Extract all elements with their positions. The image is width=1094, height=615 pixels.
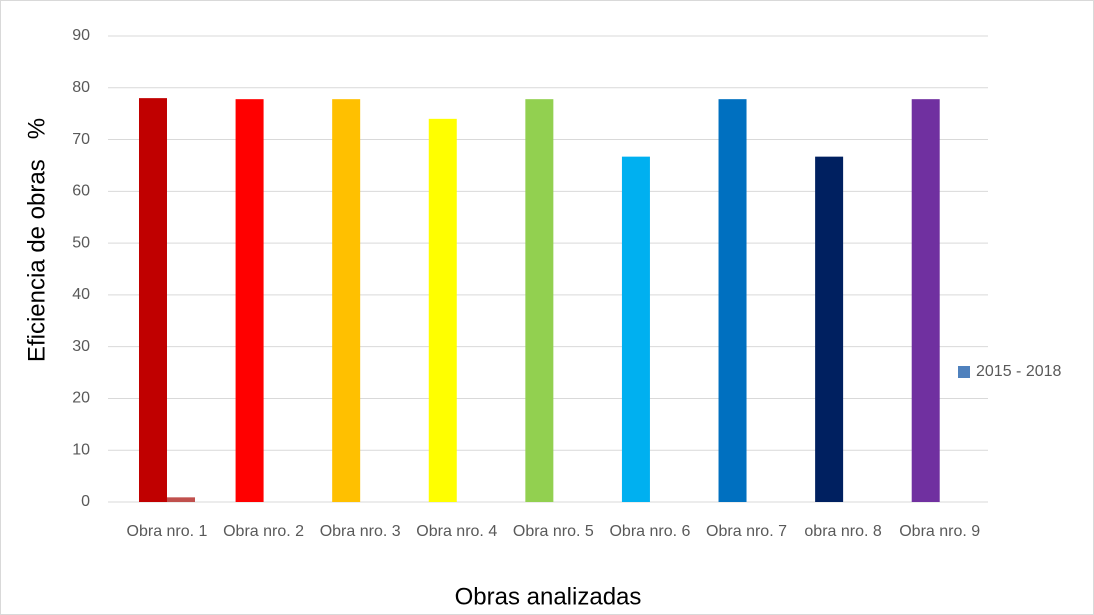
legend-swatch [958, 366, 970, 378]
x-tick-label: Obra nro. 6 [609, 523, 691, 540]
bar [138, 98, 167, 502]
x-axis-title: Obras analizadas [455, 583, 642, 610]
y-tick-label: 30 [72, 338, 90, 355]
y-tick-label: 40 [72, 286, 90, 303]
bar [235, 99, 264, 503]
x-tick-label: Obra nro. 9 [899, 523, 981, 540]
x-tick-label: Obra nro. 1 [126, 523, 208, 540]
y-axis-title: Eficiencia de obras % [23, 118, 50, 362]
x-tick-label: obra nro. 8 [804, 523, 882, 540]
y-tick-label: 10 [72, 441, 90, 458]
y-tick-label: 0 [81, 493, 90, 510]
y-tick-label: 80 [72, 79, 90, 96]
x-tick-label: Obra nro. 4 [416, 523, 498, 540]
bar [166, 497, 195, 502]
x-tick-label: Obra nro. 2 [223, 523, 305, 540]
bar [621, 156, 650, 503]
y-tick-label: 20 [72, 390, 90, 407]
y-tick-label: 90 [72, 27, 90, 44]
bar [332, 99, 361, 503]
bar [718, 99, 747, 503]
x-tick-label: Obra nro. 7 [706, 523, 787, 540]
bar [911, 99, 940, 503]
legend-label: 2015 - 2018 [976, 363, 1062, 380]
x-tick-label: Obra nro. 3 [319, 523, 401, 540]
y-tick-label: 50 [72, 234, 90, 251]
y-tick-label: 70 [72, 131, 90, 148]
y-tick-label: 60 [72, 183, 90, 200]
bar [428, 118, 457, 502]
x-tick-label: Obra nro. 5 [512, 523, 594, 540]
bar [525, 99, 554, 503]
bar [815, 156, 844, 503]
